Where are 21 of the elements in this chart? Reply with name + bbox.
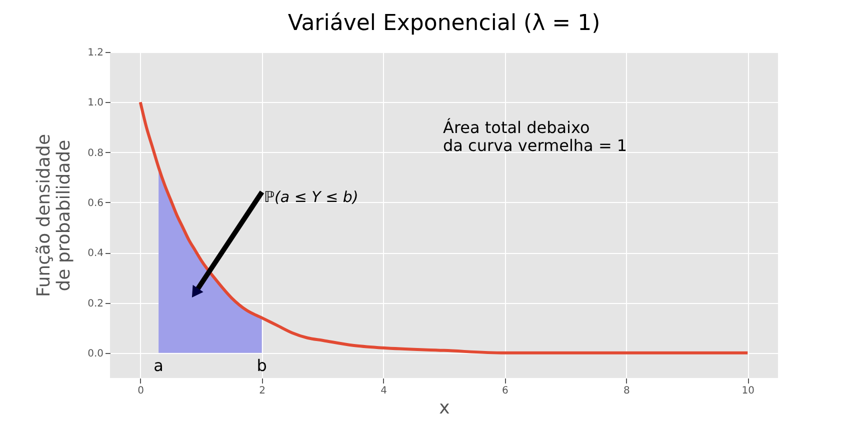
y-tick-label: 0.2 [88,298,104,310]
annotation: ℙ(a ≤ Y ≤ b) [264,188,358,206]
y-tick-label: 0.4 [88,248,104,260]
x-tick-label: 10 [742,386,755,396]
x-axis-title: x [439,398,450,418]
annotation: a [154,356,164,375]
x-tick-label: 2 [259,386,266,396]
x-tick-label: 6 [502,386,508,396]
y-tick-label: 0.8 [88,148,104,159]
x-tick-label: 4 [380,386,387,396]
line-series [138,100,750,354]
y-tick-label: 0.6 [88,198,104,209]
y-tick-label: 0.0 [88,348,104,360]
chart-title: Variável Exponencial (λ = 1) [288,11,600,36]
x-tick-label: 8 [623,386,630,396]
annotation: b [256,356,267,375]
x-tick-label: 0 [138,386,144,396]
y-tick-label: 1.2 [88,48,104,58]
annotation: Área total debaixo da curva vermelha = 1 [443,118,628,155]
y-tick-label: 1.0 [88,98,104,109]
y-axis-title: Função densidade de probabilidade [34,134,75,298]
